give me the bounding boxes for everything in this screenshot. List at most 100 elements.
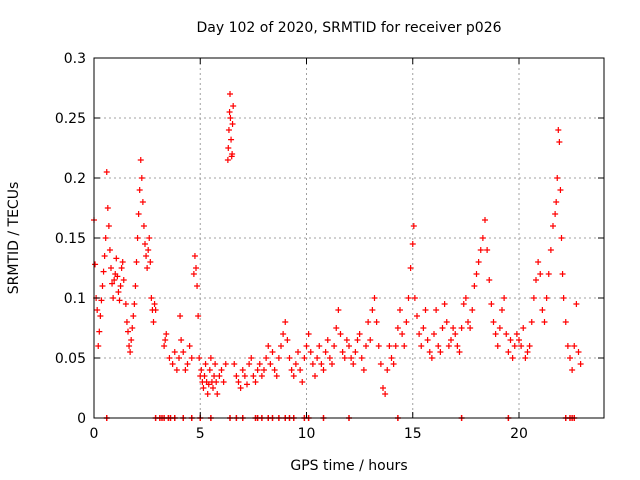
data-point bbox=[169, 361, 176, 367]
data-point bbox=[380, 385, 386, 391]
data-point bbox=[503, 331, 510, 337]
data-point bbox=[329, 361, 335, 367]
y-tick-label: 0.3 bbox=[64, 51, 86, 67]
data-point bbox=[420, 325, 427, 331]
data-point bbox=[465, 319, 471, 325]
data-point bbox=[386, 343, 393, 349]
data-point bbox=[129, 325, 136, 331]
data-point bbox=[140, 223, 147, 229]
data-point bbox=[567, 355, 573, 361]
data-point bbox=[252, 379, 259, 385]
data-point bbox=[331, 343, 338, 349]
data-point bbox=[114, 273, 121, 280]
data-point bbox=[148, 295, 155, 301]
data-point bbox=[403, 319, 410, 325]
data-point bbox=[473, 271, 480, 277]
data-point bbox=[231, 361, 238, 367]
data-point bbox=[176, 355, 182, 361]
data-point bbox=[350, 361, 357, 367]
data-point bbox=[375, 343, 382, 349]
data-point bbox=[118, 265, 125, 271]
data-point bbox=[316, 343, 323, 349]
data-point bbox=[303, 343, 310, 349]
data-point bbox=[184, 361, 191, 367]
data-point bbox=[137, 157, 144, 163]
data-point bbox=[92, 261, 99, 268]
data-point bbox=[511, 343, 518, 349]
data-point bbox=[575, 349, 582, 355]
data-point bbox=[136, 187, 143, 193]
data-point bbox=[494, 343, 501, 349]
data-point bbox=[560, 295, 567, 301]
data-point bbox=[550, 223, 556, 229]
data-point bbox=[409, 241, 416, 247]
data-point bbox=[188, 355, 195, 361]
data-point bbox=[537, 271, 544, 277]
data-point bbox=[230, 103, 237, 109]
data-point bbox=[244, 381, 250, 388]
data-point bbox=[526, 343, 533, 349]
data-point bbox=[135, 211, 142, 217]
data-point bbox=[119, 259, 126, 265]
data-point bbox=[103, 169, 110, 175]
data-point bbox=[138, 175, 145, 181]
data-point bbox=[263, 355, 270, 361]
data-point bbox=[102, 235, 109, 241]
data-point bbox=[426, 349, 433, 355]
data-points bbox=[91, 91, 584, 397]
x-tick-label: 15 bbox=[404, 426, 422, 442]
data-point bbox=[462, 295, 469, 301]
data-point bbox=[152, 307, 159, 313]
data-point bbox=[218, 367, 225, 373]
data-point bbox=[196, 355, 203, 361]
data-point bbox=[535, 259, 542, 265]
data-point bbox=[475, 259, 482, 265]
data-point bbox=[134, 235, 141, 241]
data-point bbox=[460, 301, 467, 307]
chart-title: Day 102 of 2020, SRMTID for receiver p02… bbox=[196, 20, 501, 36]
data-point bbox=[577, 361, 584, 367]
data-point bbox=[106, 247, 113, 253]
data-point bbox=[139, 199, 146, 205]
data-point bbox=[352, 349, 359, 355]
data-point bbox=[486, 277, 493, 283]
data-point bbox=[324, 337, 331, 343]
data-point bbox=[564, 343, 571, 349]
data-point bbox=[541, 319, 548, 325]
x-tick-label: 0 bbox=[90, 426, 99, 442]
data-point bbox=[228, 136, 235, 143]
data-point bbox=[477, 247, 484, 253]
data-point bbox=[469, 307, 476, 313]
data-point bbox=[552, 211, 559, 217]
data-point bbox=[335, 307, 342, 313]
data-point bbox=[96, 328, 103, 335]
data-point bbox=[104, 205, 111, 211]
data-point bbox=[507, 337, 514, 343]
data-point bbox=[182, 367, 189, 373]
data-point bbox=[435, 343, 442, 349]
data-point bbox=[269, 349, 276, 355]
data-point bbox=[479, 235, 486, 241]
data-point bbox=[297, 367, 304, 373]
data-point bbox=[290, 373, 297, 379]
data-point bbox=[108, 265, 114, 271]
data-point bbox=[143, 253, 150, 259]
data-point bbox=[97, 313, 104, 319]
data-point bbox=[369, 307, 376, 313]
data-point bbox=[133, 259, 140, 265]
data-point bbox=[258, 373, 265, 379]
data-point bbox=[557, 187, 564, 193]
data-point bbox=[492, 331, 499, 337]
data-point bbox=[312, 373, 318, 379]
data-point bbox=[200, 385, 207, 391]
data-point bbox=[115, 289, 122, 295]
data-point bbox=[162, 337, 169, 343]
data-point bbox=[569, 367, 576, 373]
data-point bbox=[371, 295, 378, 301]
data-point bbox=[314, 355, 321, 361]
data-point bbox=[388, 355, 395, 361]
data-point bbox=[288, 367, 295, 373]
data-point bbox=[178, 337, 185, 343]
y-axis-label: SRMTID / TECUs bbox=[6, 182, 22, 295]
data-point bbox=[471, 283, 478, 289]
